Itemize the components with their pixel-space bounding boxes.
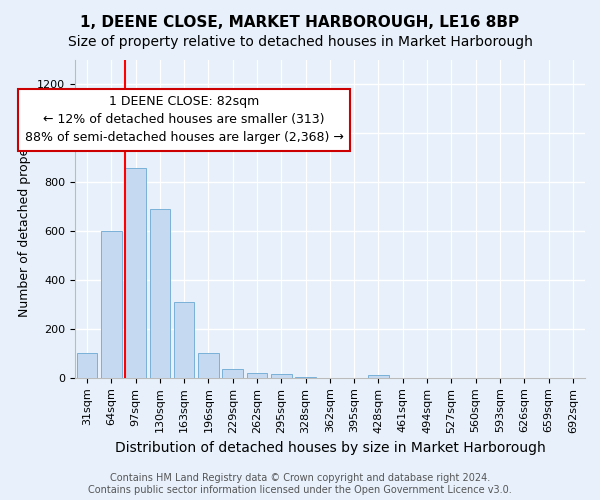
- Bar: [149, 209, 170, 378]
- Text: 1 DEENE CLOSE: 82sqm
← 12% of detached houses are smaller (313)
88% of semi-deta: 1 DEENE CLOSE: 82sqm ← 12% of detached h…: [25, 96, 344, 144]
- Bar: [174, 302, 194, 378]
- Bar: [77, 354, 97, 378]
- Bar: [368, 376, 389, 378]
- Bar: [223, 370, 243, 378]
- Bar: [101, 231, 122, 378]
- Bar: [247, 373, 268, 378]
- Bar: [125, 168, 146, 378]
- X-axis label: Distribution of detached houses by size in Market Harborough: Distribution of detached houses by size …: [115, 441, 545, 455]
- Bar: [295, 376, 316, 378]
- Text: Size of property relative to detached houses in Market Harborough: Size of property relative to detached ho…: [68, 35, 532, 49]
- Text: 1, DEENE CLOSE, MARKET HARBOROUGH, LE16 8BP: 1, DEENE CLOSE, MARKET HARBOROUGH, LE16 …: [80, 15, 520, 30]
- Bar: [198, 354, 219, 378]
- Y-axis label: Number of detached properties: Number of detached properties: [19, 120, 31, 318]
- Bar: [271, 374, 292, 378]
- Text: Contains HM Land Registry data © Crown copyright and database right 2024.
Contai: Contains HM Land Registry data © Crown c…: [88, 474, 512, 495]
